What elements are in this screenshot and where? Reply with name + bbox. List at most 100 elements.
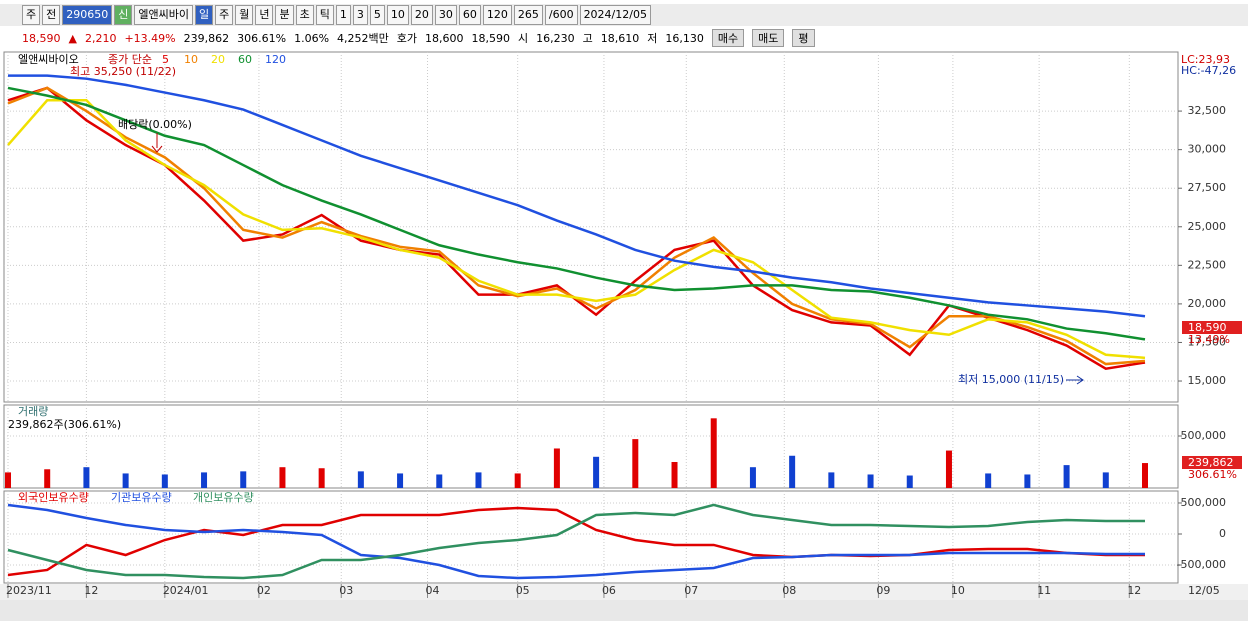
x-tick-label: 10 [951, 584, 965, 597]
volume-bar [397, 473, 404, 488]
last-price: 18,590 [1188, 321, 1227, 334]
toolbar-item[interactable]: 주 [215, 5, 234, 25]
x-tick-label: 03 [339, 584, 353, 597]
toolbar-item[interactable]: 290650 [62, 5, 113, 25]
volume-bar [122, 473, 129, 488]
corner-label: HC:-47,26 [1181, 64, 1236, 77]
y-tick-label: 500,000 [1181, 496, 1227, 509]
volume-bar [279, 467, 286, 488]
y-tick-label: 17,500 [1188, 335, 1227, 348]
quote-item: 1.06% [294, 31, 330, 45]
series-line [8, 74, 1146, 318]
volume-bar [828, 472, 835, 488]
y-tick-label: 0 [1219, 527, 1226, 540]
toolbar-item[interactable]: 신 [114, 5, 133, 25]
toolbar-item[interactable]: 주 [22, 5, 41, 25]
x-tick-label: 06 [602, 584, 616, 597]
quote-item: 16,130 [665, 31, 704, 45]
x-tick-label: 07 [684, 584, 698, 597]
x-tick-label: 2024/01 [163, 584, 209, 597]
quote-item: 306.61% [237, 31, 287, 45]
toolbar-item[interactable]: 초 [295, 5, 314, 25]
last-price-box [1182, 321, 1242, 334]
toolbar-item[interactable]: 틱 [315, 5, 334, 25]
toolbar-item[interactable]: 120 [482, 5, 512, 25]
quote-item: 호가 [396, 32, 418, 45]
toolbar-item[interactable]: 265 [513, 5, 543, 25]
volume-bar [5, 472, 11, 488]
volume-bar [514, 473, 521, 488]
volume-bar [357, 471, 364, 488]
volume-bar [789, 455, 796, 488]
quote-item: 2,210 [84, 31, 117, 45]
arrow [151, 133, 163, 153]
volume-bar [1024, 474, 1031, 488]
toolbar-item[interactable]: 20 [410, 5, 433, 25]
volume-bar [161, 474, 168, 488]
toolbar-item[interactable]: 일 [194, 5, 214, 25]
toolbar-item[interactable]: 2024/12/05 [579, 5, 651, 25]
quote-bar: 18,590 ▲ 2,210 +13.49% 239,862 306.61% 1.06% 4,… [0, 28, 1248, 48]
quote-item: 239,862 [183, 31, 230, 45]
y-tick-label: 500,000 [1181, 429, 1227, 442]
annotation: 최저 15,000 (11/15) [958, 373, 1064, 386]
volume-bar [1063, 465, 1070, 488]
y-tick-label: 30,000 [1188, 143, 1227, 156]
status-bar [0, 600, 1248, 621]
holding-panel [3, 490, 1179, 584]
toolbar-item[interactable]: 3 [352, 5, 368, 25]
toolbar-item[interactable]: 월 [235, 5, 254, 25]
x-tick-label: 12 [1127, 584, 1141, 597]
quote-item: 18,590 [22, 31, 61, 45]
volume-bar [906, 475, 913, 488]
y-tick-label: -500,000 [1177, 558, 1226, 571]
volume-bar [240, 471, 247, 488]
volume-bar [632, 439, 639, 488]
toolbar-item[interactable]: 1 [335, 5, 351, 25]
quote-item[interactable]: 매도 [752, 29, 785, 47]
quote-item: ▲ [68, 31, 77, 45]
toolbar-item[interactable]: 10 [386, 5, 409, 25]
volume-bar [475, 472, 482, 488]
volume-bar [671, 461, 678, 488]
legend-entry: 120 [265, 53, 286, 66]
quote-item: 시 [518, 32, 529, 45]
volume-bar [83, 467, 90, 488]
last-change: 13.49% [1188, 333, 1230, 346]
toolbar-item[interactable]: 년 [255, 5, 274, 25]
series-line [7, 503, 1145, 580]
series-line [7, 503, 1145, 580]
quote-item[interactable]: 매수 [711, 29, 745, 47]
panel-subtitle: 239,862주(306.61%) [8, 418, 121, 431]
toolbar-item[interactable]: /600 [544, 5, 578, 25]
volume-bar [593, 456, 600, 488]
quote-item[interactable]: 평 [792, 29, 815, 47]
quote-item: +13.49% [124, 31, 176, 45]
legend-entry: 기관보유수량 [111, 491, 172, 504]
toolbar: 주 전 290650 신 엘앤씨바이 일 주 월 년 분 초 틱 1 3 5 10 20 30 60 120 265/6… [0, 4, 1248, 26]
volume-bar [749, 467, 756, 488]
toolbar-item[interactable]: 5 [369, 5, 385, 25]
toolbar-item[interactable]: 60 [458, 5, 481, 25]
y-tick-label: 32,500 [1188, 104, 1227, 117]
toolbar-item[interactable]: 분 [275, 5, 294, 25]
x-axis-bg [0, 584, 1248, 600]
x-tick-label: 2023/11 [6, 584, 52, 597]
quote-item: 16,230 [536, 31, 575, 45]
y-tick-label: 27,500 [1188, 181, 1227, 194]
quote-item: 18,610 [600, 31, 640, 45]
y-tick-label: 15,000 [1188, 374, 1227, 387]
quote-item: 4,252백만 [337, 32, 389, 45]
chart-title: 엘앤씨바이오 [18, 53, 79, 66]
last-volume-box [1182, 456, 1242, 469]
last-date: 12/05 [1188, 584, 1220, 597]
toolbar-item[interactable]: 전 [42, 5, 61, 25]
toolbar-item[interactable]: 30 [434, 5, 457, 25]
legend-entry: 20 [211, 53, 225, 66]
quote-item: 고 [582, 32, 593, 45]
annotation: 배당락(0.00%) [118, 118, 192, 131]
last-volume: 239,862 [1188, 456, 1234, 469]
toolbar-item[interactable]: 엘앤씨바이 [134, 5, 193, 25]
